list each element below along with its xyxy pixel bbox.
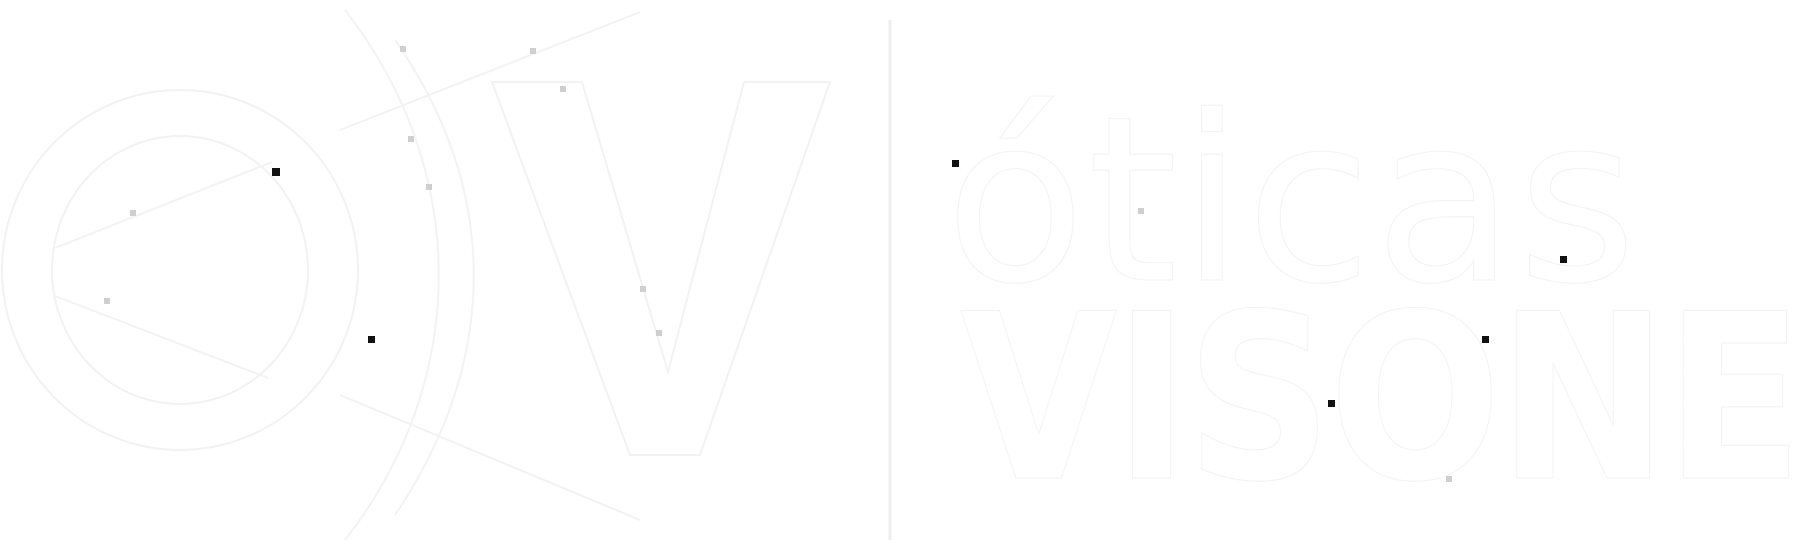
- brand-name-line-1: óticas: [945, 68, 1639, 335]
- speck: [1446, 476, 1452, 482]
- inner-eye-ring: [51, 135, 309, 405]
- lens-arc: [344, 9, 440, 541]
- speck: [656, 330, 662, 336]
- speck: [1138, 208, 1144, 214]
- speck: [1328, 400, 1335, 407]
- lower-diagonal-ray: [339, 394, 641, 521]
- noise-specks: [104, 46, 1567, 482]
- speck: [530, 48, 536, 54]
- speck: [130, 210, 136, 216]
- speck: [1560, 256, 1567, 263]
- speck: [952, 160, 959, 167]
- brand-name-line-2: VISONE: [960, 266, 1800, 533]
- speck: [640, 286, 646, 292]
- upper-diagonal-ray: [339, 11, 641, 131]
- speck: [368, 336, 375, 343]
- speck: [426, 184, 432, 190]
- speck: [408, 136, 414, 142]
- v-letter-mark: [490, 81, 832, 456]
- eye-upper-ray: [54, 161, 273, 249]
- lens-arc-outer: [394, 39, 475, 516]
- speck: [400, 46, 406, 52]
- speck: [1482, 336, 1489, 343]
- wordmark: óticas VISONE: [944, 67, 1804, 533]
- eye-lower-ray: [54, 295, 269, 379]
- ov-monogram-mark: OV: [1, 9, 832, 541]
- speck: [560, 86, 566, 92]
- speck: [272, 168, 280, 176]
- speck: [104, 298, 110, 304]
